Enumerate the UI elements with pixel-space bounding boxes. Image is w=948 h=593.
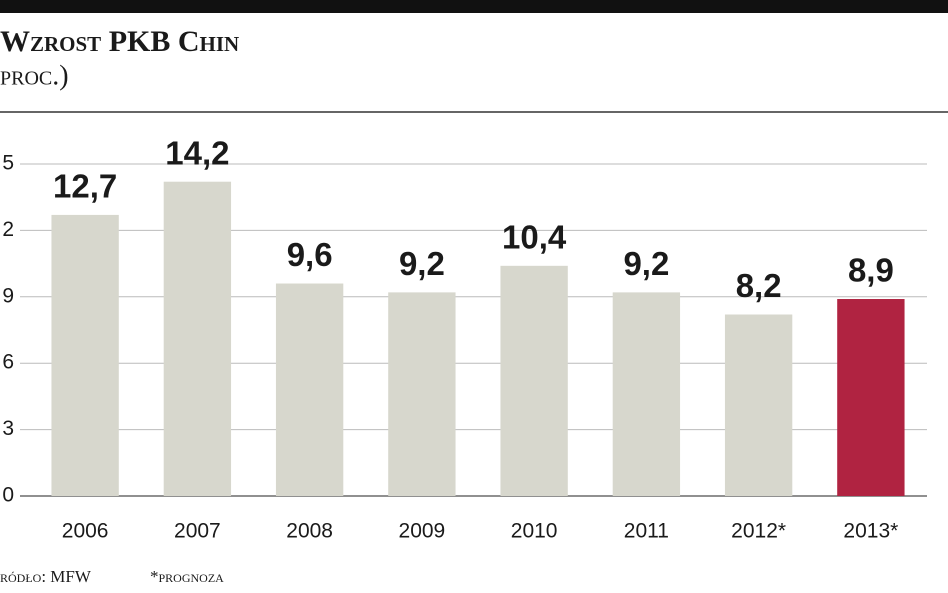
x-tick-label: 2012* [731,520,786,543]
x-tick-label: 2011 [624,520,669,543]
y-tick-label: 2 [2,218,14,241]
value-label: 14,2 [165,134,229,171]
bar [275,283,344,496]
chart-subtitle: proc.) [0,60,69,91]
y-tick-label: 9 [2,284,14,307]
value-label: 8,9 [848,252,894,289]
x-tick-label: 2010 [511,520,558,543]
value-label: 9,2 [399,245,445,282]
y-tick-label: 6 [2,351,14,374]
x-tick-label: 2006 [62,520,109,543]
value-label: 8,2 [736,267,782,304]
bar [388,292,456,496]
y-tick-label: 0 [2,484,14,507]
value-label: 9,6 [287,236,333,273]
top-bar [0,0,948,13]
x-tick-label: 2009 [399,520,446,543]
value-label: 9,2 [623,245,669,282]
bar [612,292,681,496]
bar [51,214,119,496]
bar [724,314,793,496]
bar [500,265,568,496]
y-tick-label: 3 [2,417,14,440]
x-tick-label: 2007 [174,520,221,543]
source: ródło: MFW [0,567,92,586]
value-label: 10,4 [502,219,567,256]
bar [163,181,232,496]
chart-title: Wzrost PKB Chin [0,25,239,58]
x-tick-label: 2013* [843,520,898,543]
x-tick-label: 2008 [286,520,333,543]
y-tick-label: 5 [2,152,14,175]
footnote: *prognoza [150,567,224,586]
bar [837,299,905,496]
value-label: 12,7 [53,168,117,205]
